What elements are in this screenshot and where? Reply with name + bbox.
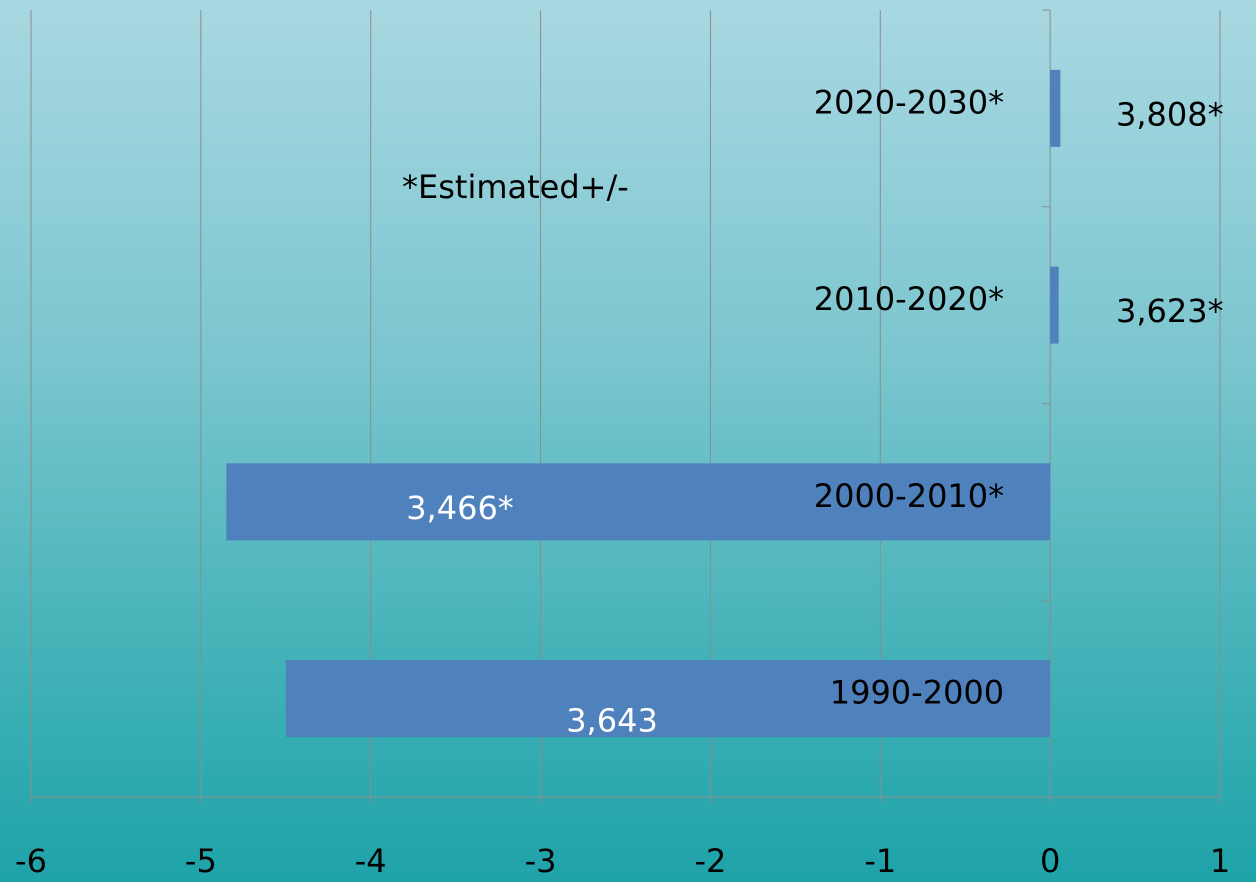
category-label: 2020-2030* [814,83,1004,121]
x-tick-label: -4 [355,842,387,880]
data-label: 3,623* [1116,292,1224,330]
estimated-annotation: *Estimated+/- [402,168,629,206]
bars [226,69,1061,738]
bar-2000-2010 [226,463,1051,541]
bar-2020-2030 [1050,69,1061,147]
vertical-gridlines [30,10,1221,797]
x-tick-label: 0 [1040,842,1060,880]
data-label: 3,466* [406,489,514,527]
category-label: 2010-2020* [814,280,1004,318]
category-label: 1990-2000 [830,674,1004,712]
data-label: 3,808* [1116,95,1224,133]
x-tick-label: -5 [185,842,217,880]
data-label: 3,643 [566,702,658,740]
bar-2010-2020 [1050,266,1059,344]
x-tick-label: -3 [525,842,557,880]
labels: -6 -5 -4 -3 -2 -1 0 1 1990-2000 3,643 2000-2010* 3,… [15,83,1230,880]
x-tick-label: -1 [864,842,896,880]
category-label: 2000-2010* [814,477,1004,515]
x-tick-label: 1 [1210,842,1230,880]
bar-1990-2000 [285,660,1051,738]
x-tick-label: -6 [15,842,47,880]
x-tick-label: -2 [694,842,726,880]
